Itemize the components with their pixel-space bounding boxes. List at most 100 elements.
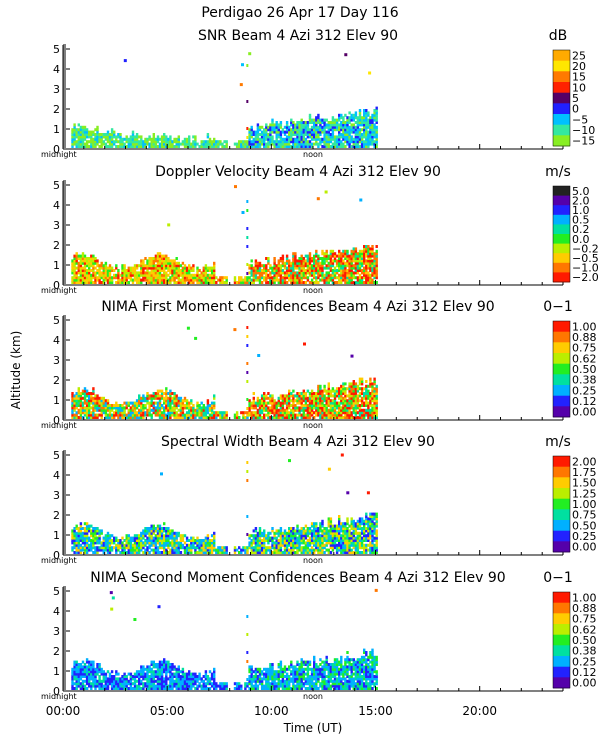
heatmap-cell [371, 249, 374, 253]
heatmap-cell [323, 266, 326, 270]
heatmap-cell [73, 406, 76, 410]
heatmap-cell [373, 113, 376, 117]
heatmap-cell [148, 261, 151, 265]
heatmap-cell [173, 401, 176, 405]
heatmap-cell [152, 527, 155, 530]
heatmap-cell [96, 527, 99, 530]
heatmap-cell [146, 529, 149, 533]
heatmap-cell [160, 546, 164, 550]
heatmap-cell [106, 133, 110, 136]
heatmap-cell [160, 534, 164, 538]
heatmap-cell [308, 404, 312, 407]
heatmap-cell [250, 142, 253, 146]
heatmap-cell [250, 404, 253, 407]
heatmap-cell [352, 264, 355, 268]
heatmap-cell [306, 264, 310, 268]
heatmap-cell [358, 133, 362, 136]
heatmap-cell [79, 135, 83, 139]
heatmap-cell [258, 411, 262, 415]
heatmap-cell [367, 394, 370, 398]
colorbar-frame [552, 185, 571, 283]
heatmap-cell [138, 416, 141, 419]
heatmap-cell [352, 259, 355, 263]
heatmap-cell [177, 135, 180, 139]
heatmap-cell [79, 133, 83, 136]
heatmap-cell [88, 394, 91, 398]
heatmap-cell [250, 281, 253, 284]
heatmap-cell [308, 416, 312, 419]
heatmap-cell [190, 266, 193, 270]
heatmap-cell [338, 387, 341, 391]
heatmap-cell [329, 125, 333, 129]
heatmap-cell [183, 406, 187, 410]
heatmap-cell [110, 534, 114, 538]
heatmap-cell [206, 543, 210, 547]
heatmap-cell [102, 401, 105, 405]
heatmap-cell [150, 531, 153, 535]
heatmap-cell [363, 261, 366, 265]
heatmap-cell [148, 534, 151, 538]
y-tick-label: 0 [53, 414, 60, 427]
heatmap-cell [310, 534, 314, 538]
heatmap-cell [273, 548, 276, 552]
heatmap-cell [175, 271, 178, 275]
heatmap-cell [83, 278, 87, 282]
heatmap-cell [110, 276, 114, 280]
heatmap-cell [190, 273, 193, 277]
heatmap-cell [329, 519, 333, 523]
heatmap-cell [202, 413, 205, 417]
heatmap-cell [333, 135, 337, 139]
heatmap-cell [79, 266, 83, 270]
heatmap-cell [333, 266, 337, 270]
heatmap-cell [181, 401, 185, 405]
heatmap-cell [335, 389, 339, 393]
heatmap-cell [94, 137, 97, 141]
heatmap-cell [279, 543, 283, 547]
heatmap-cell [85, 271, 89, 275]
heatmap-cell [288, 389, 291, 393]
heatmap-cell [317, 543, 320, 547]
heatmap-cell [340, 266, 343, 270]
heatmap-cell [363, 259, 366, 263]
heatmap-cell [115, 276, 118, 280]
heatmap-cell [123, 137, 126, 141]
heatmap-cell [169, 548, 172, 552]
heatmap-cell [323, 281, 326, 284]
heatmap-cell [165, 541, 168, 545]
heatmap-cell [365, 273, 368, 277]
heatmap-cell [327, 384, 330, 388]
heatmap-cell [298, 261, 301, 265]
colorbar-swatch [553, 374, 570, 386]
heatmap-cell [173, 406, 176, 410]
heatmap-cell [115, 140, 118, 144]
heatmap-cell [102, 546, 105, 550]
heatmap-cell [208, 548, 212, 552]
heatmap-cell [294, 416, 297, 419]
heatmap-cell [367, 123, 370, 127]
heatmap-cell [344, 548, 347, 552]
heatmap-cell [273, 406, 276, 410]
heatmap-cell [369, 401, 372, 405]
heatmap-cell [356, 121, 360, 124]
heatmap-cell [202, 276, 205, 280]
heatmap-cell [335, 140, 339, 144]
heatmap-cell [323, 543, 326, 547]
heatmap-cell [175, 276, 178, 280]
heatmap-cell [288, 529, 291, 533]
heatmap-cell [317, 527, 320, 530]
heatmap-cell [358, 259, 362, 263]
colorbar-swatch [553, 395, 570, 407]
colorbar: 1.000.880.750.620.500.380.250.120.00 [552, 320, 597, 419]
heatmap-cell [108, 536, 112, 540]
heatmap-cell [171, 546, 174, 550]
heatmap-cell [92, 140, 95, 144]
heatmap-cell [177, 142, 180, 146]
heatmap-cell [371, 387, 374, 391]
heatmap-cell [252, 406, 255, 410]
heatmap-cell [256, 546, 260, 550]
heatmap-cell [350, 519, 353, 523]
heatmap-cell [75, 541, 78, 545]
heatmap-cell [352, 392, 355, 395]
heatmap-cell [250, 140, 253, 144]
heatmap-cell [348, 276, 351, 280]
